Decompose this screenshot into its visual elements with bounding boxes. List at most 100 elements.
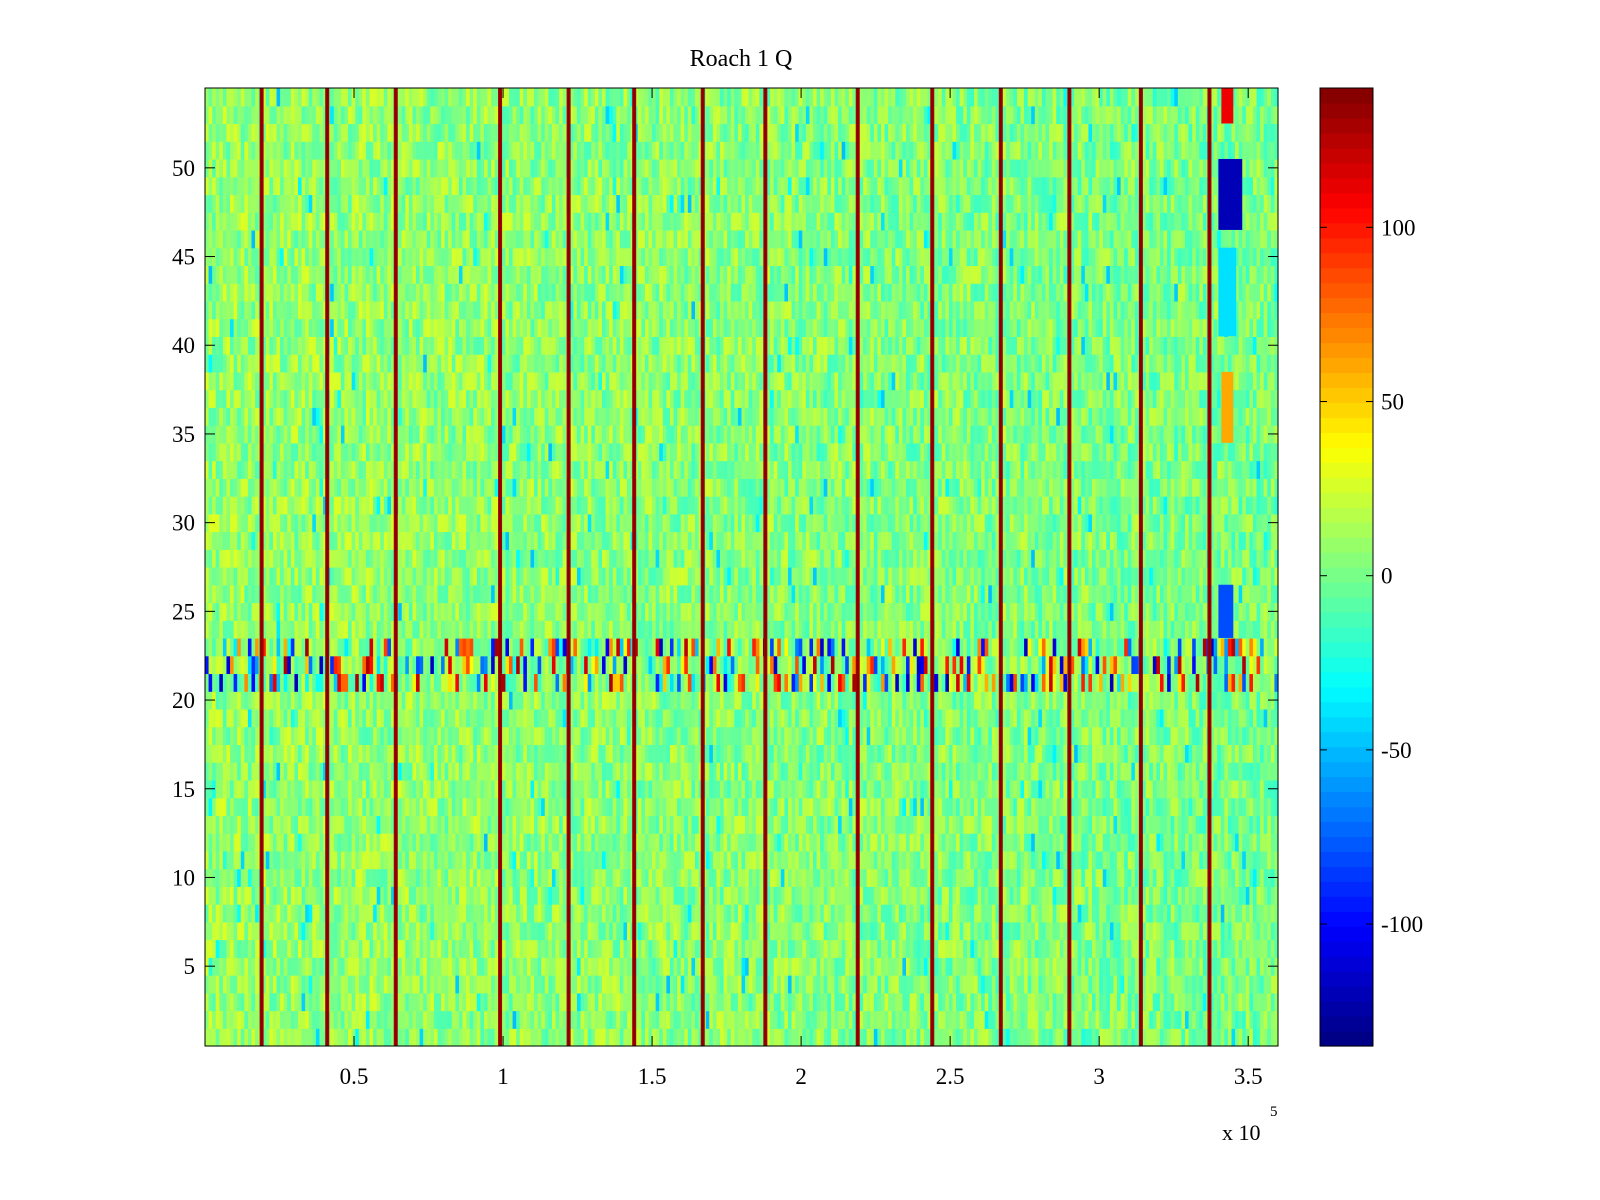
- heatmap-cell: [712, 939, 718, 958]
- heatmap-cell: [501, 886, 507, 905]
- heatmap-cell: [662, 939, 667, 958]
- heatmap-cell: [619, 1028, 625, 1047]
- heatmap-cell: [340, 992, 346, 1012]
- heatmap-cell: [433, 762, 439, 781]
- heatmap-cell: [659, 815, 664, 834]
- heatmap-cell: [984, 886, 989, 905]
- heatmap-cell: [1124, 939, 1129, 958]
- heatmap-cell: [412, 779, 417, 799]
- heatmap-cell: [315, 833, 321, 852]
- heatmap-cell: [695, 975, 700, 994]
- heatmap-cell: [641, 957, 646, 976]
- heatmap-cell: [813, 850, 818, 870]
- heatmap-cell: [1263, 815, 1268, 834]
- heatmap-cell: [205, 833, 210, 852]
- heatmap-cell: [419, 904, 424, 923]
- heatmap-cell: [895, 833, 900, 852]
- heatmap-cell: [741, 957, 746, 976]
- heatmap-cell: [362, 850, 367, 870]
- heatmap-cell: [616, 886, 621, 905]
- heatmap-cell: [841, 779, 846, 799]
- heatmap-cell: [1109, 939, 1115, 958]
- heatmap-cell: [294, 1028, 299, 1047]
- heatmap-cell: [373, 762, 378, 781]
- heatmap-cell: [923, 939, 929, 958]
- heatmap-cell: [362, 886, 367, 905]
- heatmap-cell: [623, 975, 628, 994]
- heatmap-cell: [1156, 868, 1161, 887]
- heatmap-cell: [662, 797, 667, 816]
- heatmap-cell: [1145, 957, 1150, 976]
- heatmap-cell: [337, 850, 342, 870]
- heatmap-cell: [995, 1010, 1000, 1029]
- heatmap-cell: [584, 1028, 589, 1047]
- heatmap-cell: [695, 868, 700, 887]
- heatmap-cell: [512, 975, 517, 994]
- heatmap-cell: [773, 868, 778, 887]
- heatmap-cell: [551, 779, 557, 799]
- heatmap-cell: [616, 921, 621, 941]
- heatmap-cell: [959, 957, 964, 976]
- heatmap-cell: [834, 762, 839, 781]
- heatmap-cell: [623, 815, 628, 834]
- heatmap-cell: [945, 939, 950, 958]
- heatmap-cell: [716, 992, 721, 1012]
- heatmap-cell: [551, 850, 557, 870]
- heatmap-cell: [469, 904, 474, 923]
- heatmap-cell: [1117, 992, 1122, 1012]
- heatmap-cell: [297, 939, 303, 958]
- heatmap-cell: [390, 1010, 396, 1029]
- heatmap-cell: [1199, 815, 1204, 834]
- heatmap-cell: [283, 904, 288, 923]
- heatmap-cell: [866, 744, 871, 763]
- heatmap-cell: [673, 957, 678, 976]
- heatmap-cell: [1102, 868, 1107, 887]
- heatmap-cell: [1016, 921, 1022, 941]
- heatmap-cell: [319, 762, 324, 781]
- heatmap-cell: [616, 815, 621, 834]
- heatmap-cell: [623, 1028, 628, 1047]
- heatmap-cell: [648, 957, 653, 976]
- heatmap-cell: [419, 939, 424, 958]
- heatmap-cell: [487, 939, 492, 958]
- heatmap-cell: [441, 868, 446, 887]
- heatmap-cell: [609, 850, 614, 870]
- heatmap-cell: [602, 815, 607, 834]
- heatmap-cell: [290, 833, 296, 852]
- heatmap-cell: [398, 886, 403, 905]
- heatmap-cell: [555, 921, 560, 941]
- heatmap-cell: [333, 1010, 338, 1029]
- heatmap-cell: [612, 1010, 617, 1029]
- heatmap-cell: [909, 886, 914, 905]
- heatmap-cell: [852, 815, 857, 834]
- heatmap-cell: [784, 1010, 789, 1029]
- heatmap-cell: [458, 921, 464, 941]
- heatmap-cell: [1081, 815, 1086, 834]
- heatmap-cell: [219, 815, 224, 834]
- heatmap-cell: [963, 815, 968, 834]
- heatmap-cell: [834, 868, 839, 887]
- heatmap-cell: [909, 850, 914, 870]
- heatmap-cell: [1192, 815, 1197, 834]
- heatmap-cell: [791, 762, 796, 781]
- heatmap-cell: [219, 939, 224, 958]
- heatmap-cell: [584, 957, 589, 976]
- heatmap-cell: [466, 868, 471, 887]
- heatmap-cell: [312, 939, 317, 958]
- heatmap-cell: [1041, 992, 1047, 1012]
- heatmap-cell: [408, 744, 414, 763]
- heatmap-cell: [1092, 850, 1097, 870]
- heatmap-cell: [548, 797, 553, 816]
- heatmap-cell: [469, 850, 474, 870]
- heatmap-cell: [390, 939, 396, 958]
- heatmap-cell: [766, 762, 771, 781]
- heatmap-cell: [1099, 762, 1104, 781]
- heatmap-cell: [1174, 762, 1179, 781]
- heatmap-cell: [458, 886, 464, 905]
- heatmap-cell: [401, 904, 406, 923]
- heatmap-cell: [1152, 762, 1157, 781]
- heatmap-cell: [219, 992, 224, 1012]
- heatmap-cell: [1167, 939, 1172, 958]
- heatmap-cell: [959, 886, 964, 905]
- heatmap-cell: [1238, 886, 1243, 905]
